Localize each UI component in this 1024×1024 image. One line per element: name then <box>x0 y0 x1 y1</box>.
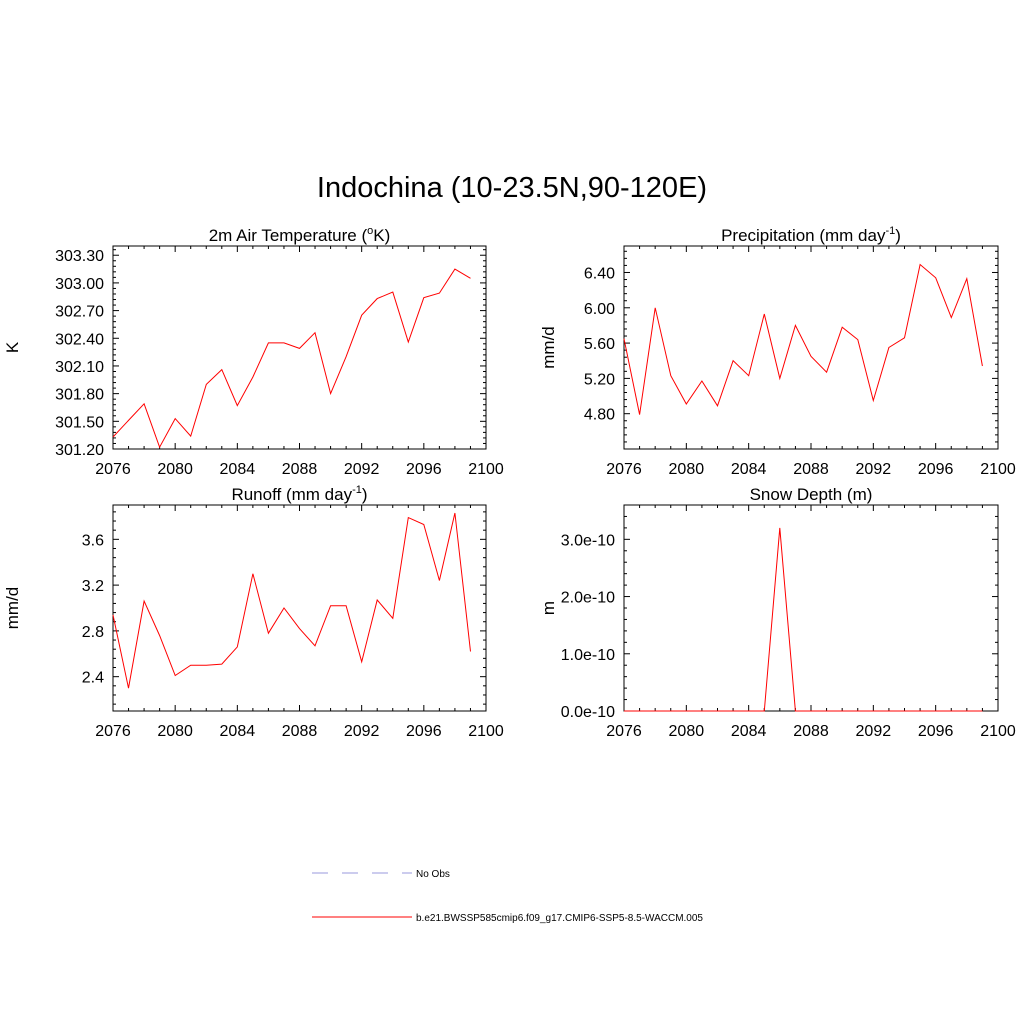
y-tick-label: 301.20 <box>55 442 104 459</box>
plot-frame <box>623 245 999 450</box>
x-tick-label: 2096 <box>406 723 442 740</box>
y-tick-label: 3.6 <box>82 532 104 549</box>
series-line <box>624 527 983 712</box>
plot-frame <box>623 504 999 712</box>
panel-title-superscript: -1 <box>885 225 895 237</box>
y-tick-label: 5.20 <box>584 371 615 388</box>
panel-title: Snow Depth (m) <box>750 485 873 504</box>
y-axis-label: m <box>539 601 558 615</box>
legend: No Obs b.e21.BWSSP585cmip6.f09_g17.CMIP6-… <box>312 869 703 924</box>
x-tick-label: 2080 <box>157 723 193 740</box>
legend-item: No Obs <box>312 869 450 880</box>
panel-title-tail: K) <box>373 226 390 245</box>
x-tick-label: 2076 <box>606 723 642 740</box>
x-tick-label: 2092 <box>344 723 380 740</box>
panel-title-tail: ) <box>895 226 901 245</box>
x-tick-label: 2100 <box>468 461 504 478</box>
x-tick-label: 2096 <box>918 461 954 478</box>
x-tick-label: 2096 <box>918 723 954 740</box>
chart-panel-runoff: Runoff (mm day-1) 2076 2080 2084 2088 2092 209… <box>3 484 504 740</box>
panel-title-text: Snow Depth (m) <box>750 485 873 504</box>
x-tick-label: 2092 <box>856 461 892 478</box>
x-tick-label: 2084 <box>220 723 256 740</box>
series-line <box>112 512 471 689</box>
panel-title-text: 2m Air Temperature ( <box>209 226 368 245</box>
x-tick-label: 2076 <box>95 723 131 740</box>
y-tick-label: 3.0e-10 <box>561 532 615 549</box>
x-tick-label: 2080 <box>157 461 193 478</box>
y-tick-label: 5.60 <box>584 336 615 353</box>
chart-panel-temperature: 2m Air Temperature (oK) 2076 2080 2084 2088 2… <box>3 225 504 478</box>
chart-panel-precipitation: Precipitation (mm day-1) 2076 2080 2084 2088… <box>539 225 1016 478</box>
panel-title-text: Runoff (mm day <box>231 485 352 504</box>
series-line <box>112 268 471 449</box>
x-tick-label: 2100 <box>980 723 1016 740</box>
plot-frame <box>112 245 487 450</box>
y-tick-label: 301.50 <box>55 414 104 431</box>
x-tick-label: 2088 <box>282 723 318 740</box>
y-tick-label: 302.40 <box>55 331 104 348</box>
x-tick-label: 2076 <box>95 461 131 478</box>
x-tick-label: 2084 <box>731 461 767 478</box>
y-tick-label: 2.4 <box>82 670 104 687</box>
y-tick-label: 302.10 <box>55 359 104 376</box>
x-tick-label: 2084 <box>731 723 767 740</box>
y-tick-label: 2.0e-10 <box>561 590 615 607</box>
y-tick-label: 1.0e-10 <box>561 647 615 664</box>
x-tick-label: 2088 <box>282 461 318 478</box>
plot-frame <box>112 504 487 712</box>
x-tick-label: 2080 <box>669 461 705 478</box>
x-tick-label: 2088 <box>793 461 829 478</box>
chart-panel-snow-depth: Snow Depth (m) 2076 2080 2084 2088 2092 2096 21… <box>539 485 1016 740</box>
y-tick-label: 0.0e-10 <box>561 704 615 721</box>
y-axis-label: K <box>3 341 22 353</box>
y-tick-label: 6.40 <box>584 265 615 282</box>
panel-title: Runoff (mm day-1) <box>231 484 367 504</box>
x-tick-label: 2084 <box>220 461 256 478</box>
y-axis-label: mm/d <box>3 587 22 630</box>
y-axis-label: mm/d <box>539 326 558 369</box>
y-tick-label: 3.2 <box>82 578 104 595</box>
panel-title: Precipitation (mm day-1) <box>721 225 901 245</box>
x-tick-label: 2092 <box>344 461 380 478</box>
legend-label: b.e21.BWSSP585cmip6.f09_g17.CMIP6-SSP5-8… <box>416 913 703 924</box>
figure-title: Indochina (10-23.5N,90-120E) <box>316 172 708 204</box>
x-tick-label: 2080 <box>669 723 705 740</box>
legend-item: b.e21.BWSSP585cmip6.f09_g17.CMIP6-SSP5-8… <box>312 913 703 924</box>
x-tick-label: 2100 <box>468 723 504 740</box>
x-tick-label: 2088 <box>793 723 829 740</box>
panel-title: 2m Air Temperature (oK) <box>209 225 391 245</box>
panel-title-text: Precipitation (mm day <box>721 226 886 245</box>
series-line <box>623 263 983 415</box>
x-tick-label: 2100 <box>980 461 1016 478</box>
legend-label: No Obs <box>416 869 450 880</box>
y-tick-label: 4.80 <box>584 407 615 424</box>
x-tick-label: 2092 <box>856 723 892 740</box>
y-tick-label: 6.00 <box>584 301 615 318</box>
panel-title-superscript: o <box>367 225 373 237</box>
y-tick-label: 303.00 <box>55 276 104 293</box>
x-tick-label: 2076 <box>606 461 642 478</box>
x-tick-label: 2096 <box>406 461 442 478</box>
y-tick-label: 302.70 <box>55 304 104 321</box>
panel-title-tail: ) <box>362 485 368 504</box>
chart-panels: 2m Air Temperature (oK)2076 2080 2084 2088 2… <box>3 225 1016 740</box>
panel-title-superscript: -1 <box>352 484 362 496</box>
y-tick-label: 301.80 <box>55 387 104 404</box>
y-tick-label: 2.8 <box>82 624 104 641</box>
y-tick-label: 303.30 <box>55 248 104 265</box>
